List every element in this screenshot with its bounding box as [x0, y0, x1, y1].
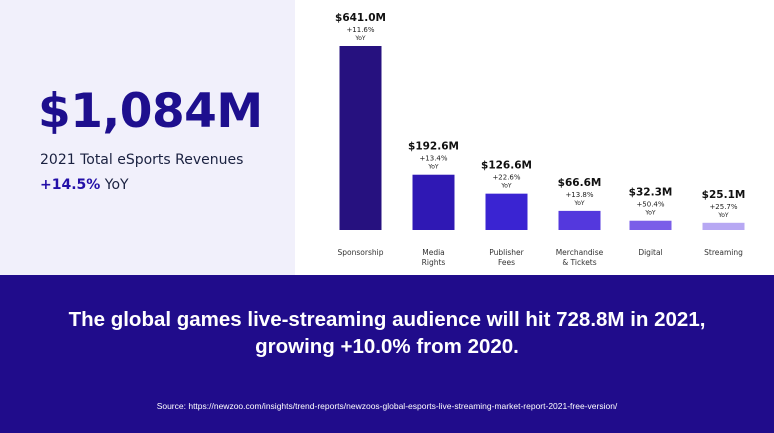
- value-label-2: $126.6M: [481, 160, 532, 172]
- growth-label-2: +22.6%: [492, 174, 520, 182]
- category-label-3-1: & Tickets: [562, 258, 596, 267]
- value-label-5: $25.1M: [702, 189, 746, 201]
- yoy-growth-label: YoY: [104, 177, 129, 193]
- category-label-1-1: Rights: [422, 258, 446, 267]
- bar-4: [629, 220, 672, 230]
- banner-headline-line-2: growing +10.0% from 2020.: [255, 335, 519, 358]
- revenue-bar-chart: $641.0M+11.6%YoYSponsorship$192.6M+13.4%…: [335, 12, 746, 267]
- value-label-3: $66.6M: [558, 177, 602, 189]
- growth-label-0: +11.6%: [346, 26, 374, 34]
- growth-label-5: +25.7%: [709, 203, 737, 211]
- value-label-4: $32.3M: [629, 187, 673, 199]
- bar-1: [412, 174, 455, 230]
- category-label-4-0: Digital: [638, 248, 662, 257]
- total-revenue-label: 2021 Total eSports Revenues: [40, 152, 244, 168]
- chart-area: $1,084M 2021 Total eSports Revenues +14.…: [0, 0, 746, 275]
- source-citation: Source: https://newzoo.com/insights/tren…: [156, 401, 618, 411]
- yoy-suffix-2: YoY: [500, 183, 512, 190]
- footer-banner: The global games live-streaming audience…: [0, 275, 774, 433]
- value-label-0: $641.0M: [335, 12, 386, 24]
- yoy-suffix-0: YoY: [354, 35, 366, 42]
- yoy-suffix-1: YoY: [427, 164, 439, 171]
- yoy-suffix-4: YoY: [644, 210, 656, 217]
- bar-0: [339, 46, 382, 230]
- category-label-2-0: Publisher: [489, 248, 524, 257]
- yoy-growth: +14.5% YoY: [40, 177, 129, 193]
- total-revenue-value: $1,084M: [38, 84, 263, 139]
- growth-label-3: +13.8%: [565, 191, 593, 199]
- growth-label-4: +50.4%: [636, 201, 664, 209]
- category-label-1-0: Media: [422, 248, 445, 257]
- growth-label-1: +13.4%: [419, 155, 447, 163]
- category-label-5-0: Streaming: [704, 248, 743, 257]
- yoy-suffix-3: YoY: [573, 200, 585, 207]
- bar-5: [702, 222, 745, 230]
- yoy-suffix-5: YoY: [717, 212, 729, 219]
- category-label-2-1: Fees: [498, 258, 515, 267]
- bar-3: [558, 210, 601, 230]
- value-label-1: $192.6M: [408, 141, 459, 153]
- summary-panel: $1,084M 2021 Total eSports Revenues +14.…: [0, 0, 295, 275]
- bar-2: [485, 193, 528, 230]
- category-label-0-0: Sponsorship: [338, 248, 384, 257]
- banner-headline: The global games live-streaming audience…: [0, 306, 774, 360]
- category-label-3-0: Merchandise: [556, 248, 604, 257]
- yoy-growth-value: +14.5%: [40, 177, 101, 193]
- banner-headline-line-1: The global games live-streaming audience…: [68, 308, 706, 331]
